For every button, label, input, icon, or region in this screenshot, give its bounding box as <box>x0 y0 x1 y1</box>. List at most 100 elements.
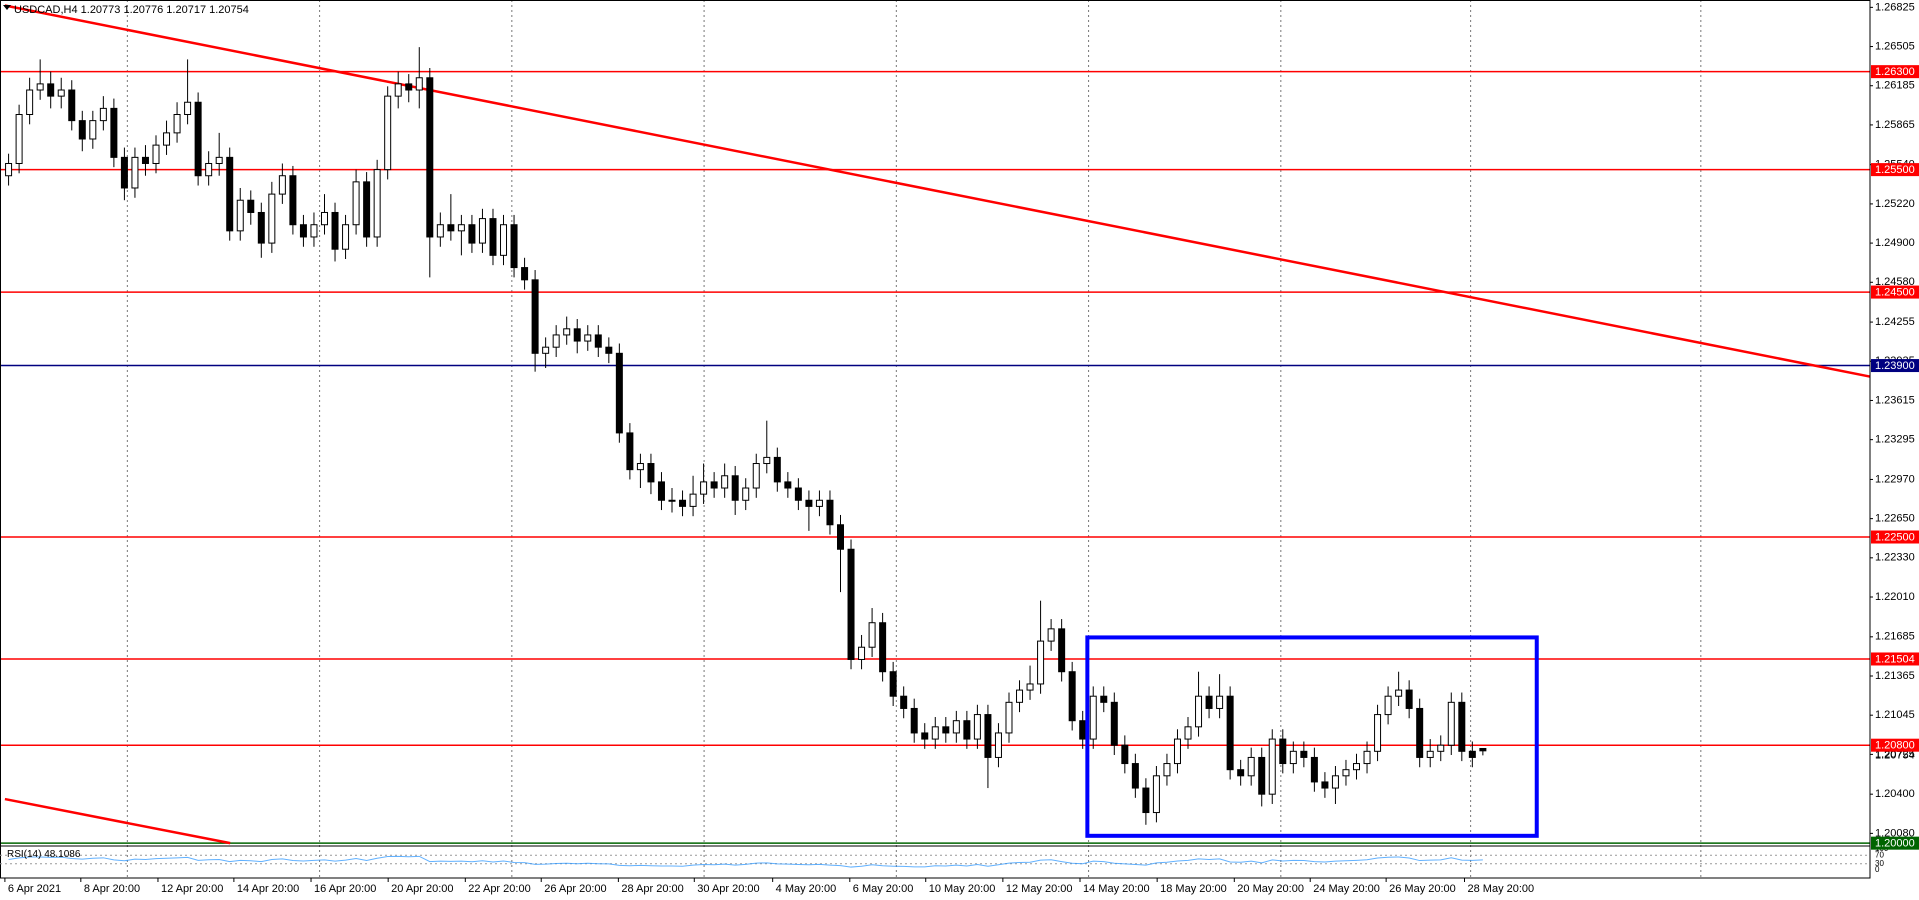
candle-body <box>457 224 465 232</box>
candle-body <box>521 267 529 281</box>
y-tick-label: 1.21685 <box>1875 631 1915 643</box>
trendline <box>4 4 1871 378</box>
x-tick-label: 28 Apr 20:00 <box>621 883 683 895</box>
y-tick-label: 1.22010 <box>1875 591 1915 603</box>
candle-body <box>110 107 118 158</box>
candle-body <box>205 162 213 177</box>
x-tick-label: 10 May 20:00 <box>929 883 996 895</box>
candle-body <box>636 463 644 471</box>
x-tick-label: 14 May 20:00 <box>1083 883 1150 895</box>
symbol: USDCAD,H4 <box>14 4 78 16</box>
candle-body <box>794 487 802 501</box>
rsi-tick-label: 0 <box>1875 865 1880 874</box>
y-tick-label: 1.24900 <box>1875 237 1915 249</box>
rsi-value: 48.1086 <box>44 849 81 860</box>
x-tick-label: 24 May 20:00 <box>1313 883 1380 895</box>
candle-body <box>1216 695 1224 709</box>
y-tick-label: 1.22650 <box>1875 513 1915 525</box>
candle-body <box>299 224 307 238</box>
candle-body <box>900 695 908 709</box>
level-label-bg <box>1871 65 1919 79</box>
candle-body <box>215 156 223 164</box>
level-label: 1.24500 <box>1875 286 1915 298</box>
candle-body <box>394 83 402 97</box>
candle-body <box>236 199 244 232</box>
x-tick-label: 6 Apr 2021 <box>8 883 61 895</box>
candle-body <box>436 224 444 238</box>
rsi-tick-label: 30 <box>1875 859 1884 868</box>
candle-body <box>1205 695 1213 709</box>
x-tick-label: 12 May 20:00 <box>1006 883 1073 895</box>
candle-body <box>257 211 265 244</box>
candle-body <box>141 156 149 164</box>
candle-body <box>931 726 939 740</box>
candle-body <box>500 224 508 256</box>
y-tick-label: 1.24580 <box>1875 276 1915 288</box>
candle-body <box>489 218 497 256</box>
candle-body <box>742 487 750 501</box>
candle-body <box>1279 738 1287 765</box>
candle-body <box>5 162 13 177</box>
candle-body <box>1458 701 1466 752</box>
candle-body <box>1258 756 1266 795</box>
trendline <box>4 797 231 845</box>
y-tick-label: 1.20080 <box>1875 827 1915 839</box>
y-tick-label: 1.23615 <box>1875 394 1915 406</box>
candle-body <box>584 334 592 342</box>
candle-body <box>1353 763 1361 771</box>
candle-body <box>594 334 602 348</box>
candle-body <box>173 114 181 134</box>
x-tick-label: 4 May 20:00 <box>776 883 837 895</box>
candle-body <box>763 456 771 465</box>
high: 1.20776 <box>123 4 163 16</box>
candle-body <box>552 334 560 348</box>
candle-body <box>1342 769 1350 777</box>
candle-body <box>1426 750 1434 758</box>
candle-body <box>573 328 581 342</box>
level-label: 1.22500 <box>1875 531 1915 543</box>
candle-body <box>773 456 781 483</box>
candle-body <box>289 175 297 226</box>
candle-body <box>89 120 97 140</box>
candle-body <box>1247 756 1255 777</box>
candle-body <box>131 156 139 189</box>
range-box <box>1085 635 1539 838</box>
y-tick-label: 1.21045 <box>1875 709 1915 721</box>
candle-body <box>626 432 634 471</box>
level-label-bg <box>1871 285 1919 299</box>
candle-body <box>247 199 255 213</box>
candle-body <box>710 481 718 489</box>
y-tick-label: 1.26825 <box>1875 1 1915 13</box>
candle-body <box>405 83 413 91</box>
candle-body <box>1405 689 1413 709</box>
candle-body <box>1321 781 1329 789</box>
candle-body <box>1300 750 1308 758</box>
candle-body <box>1173 738 1181 765</box>
candle-body <box>1016 689 1024 703</box>
candle-body <box>68 89 76 122</box>
open: 1.20773 <box>81 4 121 16</box>
candle-body <box>647 463 655 483</box>
candle-body <box>1058 628 1066 673</box>
candle-body <box>1163 763 1171 777</box>
candle-body <box>415 77 423 91</box>
candle-body <box>858 646 866 660</box>
candle-body <box>1374 714 1382 752</box>
candle-body <box>721 475 729 489</box>
candle-body <box>826 499 834 526</box>
candle-body <box>1079 720 1087 740</box>
rsi-name: RSI(14) <box>7 849 41 860</box>
candle-body <box>868 622 876 648</box>
candle-body <box>1416 707 1424 758</box>
candle-body <box>510 224 518 269</box>
candle-body <box>952 720 960 734</box>
x-tick-label: 6 May 20:00 <box>853 883 914 895</box>
level-label-bg <box>1871 652 1919 666</box>
level-label-bg <box>1871 163 1919 177</box>
candle-body <box>1152 775 1160 814</box>
candle-body <box>320 211 328 226</box>
candle-body <box>563 328 571 336</box>
y-tick-label: 1.25220 <box>1875 198 1915 210</box>
candle-body <box>57 89 65 97</box>
candle-body <box>836 524 844 550</box>
